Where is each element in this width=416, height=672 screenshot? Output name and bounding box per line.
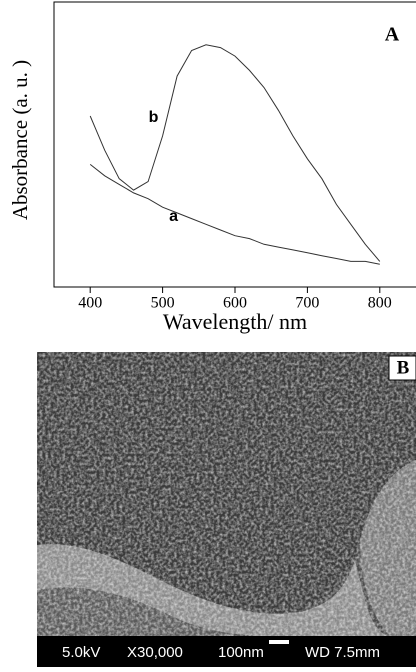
data-line bbox=[89, 44, 381, 262]
plot-frame bbox=[53, 1, 416, 288]
y-axis-label: Absorbance (a. u. ) bbox=[8, 60, 32, 220]
x-tick-label: 800 bbox=[368, 295, 392, 312]
panel-label: A bbox=[385, 24, 400, 46]
sem-voltage: 5.0kV bbox=[62, 644, 100, 661]
series-label: b bbox=[149, 109, 159, 126]
sem-scale: 100nm bbox=[218, 644, 264, 661]
scale-bar bbox=[269, 640, 289, 644]
x-tick-label: 400 bbox=[78, 295, 102, 312]
x-tick-label: 600 bbox=[223, 295, 247, 312]
sem-info-bar bbox=[37, 636, 416, 667]
x-tick-label: 500 bbox=[151, 295, 175, 312]
panel-label-box bbox=[388, 355, 416, 381]
sem-working-distance: WD 7.5mm bbox=[305, 644, 380, 661]
series-label: a bbox=[169, 208, 178, 225]
x-axis-label: Wavelength/ nm bbox=[163, 309, 307, 334]
sem-magnification: X30,000 bbox=[127, 644, 183, 661]
panel-label: B bbox=[397, 357, 410, 378]
sem-image: B 5.0kV X30,000 100nm WD 7.5mm bbox=[37, 352, 416, 667]
sem-texture bbox=[37, 352, 416, 636]
x-tick-label: 700 bbox=[295, 295, 319, 312]
data-line bbox=[89, 164, 380, 265]
